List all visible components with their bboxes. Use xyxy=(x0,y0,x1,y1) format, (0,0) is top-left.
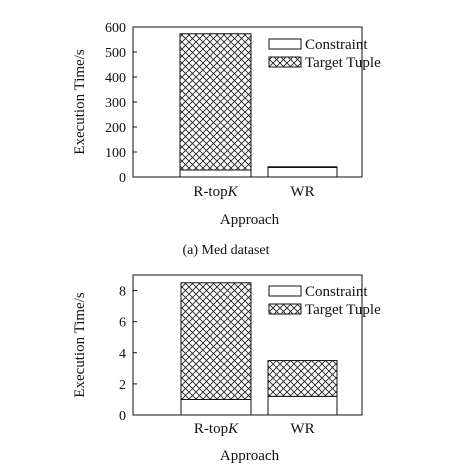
legend-label: Target Tuple xyxy=(305,302,381,318)
y-tick-label: 400 xyxy=(105,71,126,86)
y-axis-label: Execution Time/s xyxy=(72,49,88,155)
legend-swatch xyxy=(268,285,302,297)
x-axis-label: Approach xyxy=(220,448,280,464)
x-axis-label: Approach xyxy=(220,212,280,228)
x-category-label: R-topK xyxy=(193,184,238,200)
x-category-label: WR xyxy=(290,421,314,437)
y-tick-label: 2 xyxy=(119,378,126,393)
y-tick-label: 200 xyxy=(105,121,126,136)
x-category-label: R-topK xyxy=(194,421,239,437)
y-tick-label: 500 xyxy=(105,46,126,61)
figure-caption: (a) Med dataset xyxy=(182,243,269,258)
bar-r-top-target-tuple xyxy=(180,282,252,400)
y-tick-label: 600 xyxy=(105,21,126,36)
legend-swatch xyxy=(268,303,302,315)
legend-label: Constraint xyxy=(305,37,368,53)
legend-label: Constraint xyxy=(305,284,368,300)
y-tick-label: 0 xyxy=(119,409,126,424)
bar-wr-target-tuple xyxy=(267,360,338,397)
legend-swatch xyxy=(268,38,302,50)
bar-wr-target-tuple xyxy=(267,166,338,168)
chart-1: 0 100 200 300 400 500 600 Execution Time/s R-top… xyxy=(72,21,381,258)
y-axis-label: Execution Time/s xyxy=(72,292,88,398)
y-tick-label: 6 xyxy=(119,316,126,331)
legend-label: Target Tuple xyxy=(305,55,381,71)
y-tick-label: 300 xyxy=(105,96,126,111)
y-tick-label: 100 xyxy=(105,146,126,161)
bar-r-top-target-tuple xyxy=(179,33,252,171)
bar-wr-constraint xyxy=(267,395,338,416)
y-tick-label: 4 xyxy=(119,347,126,362)
bar-r-top-constraint xyxy=(179,169,252,178)
y-tick-label: 0 xyxy=(119,171,126,186)
y-tick-label: 8 xyxy=(119,285,126,300)
chart-2: 0 2 4 6 8 Execution Time/s R-topK WR Constraint T… xyxy=(72,274,381,464)
x-category-label: WR xyxy=(290,184,314,200)
bar-r-top-constraint xyxy=(180,398,252,416)
legend-swatch xyxy=(268,56,302,68)
bar-wr-constraint xyxy=(267,167,338,178)
